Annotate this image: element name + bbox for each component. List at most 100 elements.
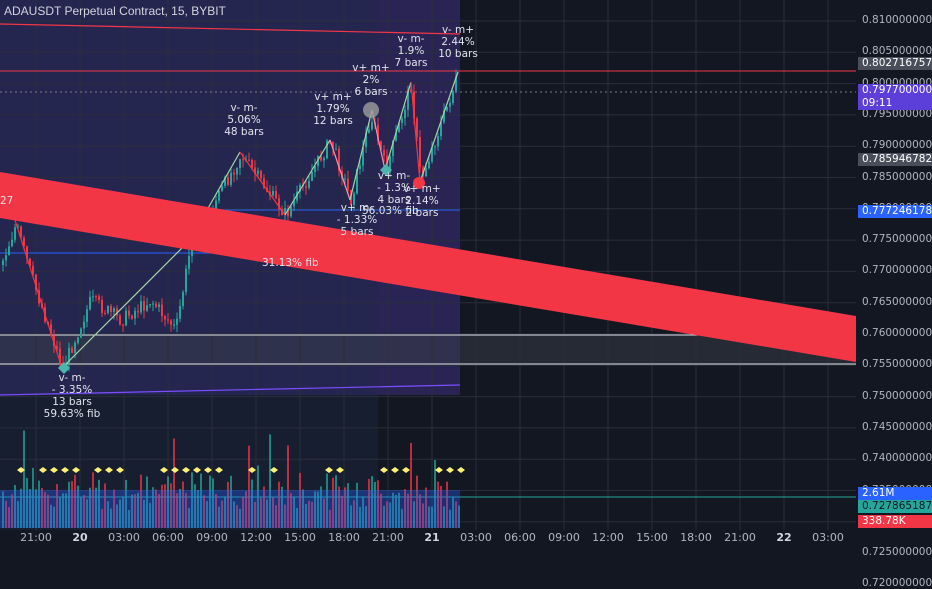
volume-bar: [38, 480, 40, 528]
candle-body: [380, 141, 382, 150]
volume-bar: [86, 499, 88, 528]
candle-body: [440, 122, 442, 137]
candle-body: [455, 76, 457, 91]
candle-body: [32, 265, 34, 275]
zigzag-line: [349, 109, 373, 201]
candle-body: [176, 318, 178, 325]
volume-bar: [143, 499, 145, 528]
volume-bar: [287, 445, 289, 528]
volume-bar: [146, 476, 148, 528]
candle-body: [119, 315, 121, 325]
volume-bar: [62, 493, 64, 528]
candle-body: [26, 246, 28, 259]
swing-label-low-2: v+ m- - 1.33% 5 bars: [336, 202, 378, 238]
volume-bar: [389, 502, 391, 528]
price-axis-label: 0.8100000000: [862, 14, 932, 26]
volume-bar: [92, 472, 94, 528]
volume-bar: [419, 494, 421, 528]
candle-body: [311, 171, 313, 181]
candle-body: [326, 140, 328, 159]
volume-bar: [119, 499, 121, 528]
volume-bar: [290, 493, 292, 528]
signal-diamond: [171, 467, 179, 473]
candle-body: [392, 140, 394, 156]
swing-label-high-3: v+ m+ 2% 6 bars: [352, 62, 390, 98]
volume-bar: [359, 506, 361, 528]
candle-body: [71, 347, 73, 353]
candle-body: [419, 137, 421, 168]
candle-body: [236, 168, 238, 175]
volume-bar: [71, 480, 73, 528]
volume-bar: [296, 508, 298, 528]
volume-bar: [53, 506, 55, 528]
candle-body: [359, 165, 361, 169]
time-axis-label: 12:00: [240, 531, 272, 544]
volume-bar: [428, 506, 430, 528]
candle-body: [233, 172, 235, 175]
volume-bar: [248, 445, 250, 528]
volume-bar: [329, 509, 331, 528]
price-axis-label: 0.7500000000: [862, 389, 932, 402]
price-axis-label: 0.7900000000: [862, 139, 932, 152]
volume-bar: [356, 482, 358, 528]
volume-bar: [47, 494, 49, 528]
candle-body: [437, 136, 439, 147]
candle-body: [275, 191, 277, 199]
volume-bar: [281, 486, 283, 528]
swing-low-marker: [58, 362, 70, 374]
volume-bar: [458, 505, 460, 528]
volume-bar: [257, 465, 259, 528]
price-chart[interactable]: [0, 0, 932, 550]
candle-body: [320, 155, 322, 161]
signal-diamond: [160, 467, 168, 473]
candle-body: [251, 160, 253, 168]
volume-bar: [56, 484, 58, 528]
volume-bar: [230, 475, 232, 528]
candle-body: [332, 141, 334, 149]
price-axis-label: 0.7650000000: [862, 295, 932, 308]
candle-body: [305, 186, 307, 188]
price-axis-label: 0.7850000000: [862, 170, 932, 183]
zigzag-line: [329, 139, 351, 201]
volume-bar: [122, 496, 124, 528]
candle-body: [113, 308, 115, 312]
candle-body: [362, 146, 364, 166]
candle-body: [242, 159, 244, 161]
volume-bar: [395, 494, 397, 528]
candle-body: [143, 301, 145, 311]
volume-bar: [20, 488, 22, 528]
volume-bar: [443, 506, 445, 528]
volume-bar: [8, 507, 10, 528]
candle-body: [53, 335, 55, 347]
volume-bar: [209, 475, 211, 528]
candle-body: [23, 237, 25, 247]
volume-bar: [365, 506, 367, 528]
time-axis-label: 09:00: [196, 531, 228, 544]
candle-body: [50, 324, 52, 336]
volume-bar: [410, 442, 412, 528]
volume-bar: [311, 501, 313, 528]
time-axis-label: 06:00: [152, 531, 184, 544]
volume-bar: [254, 502, 256, 528]
volume-bar: [104, 483, 106, 528]
candle-body: [407, 89, 409, 110]
candle-body: [335, 148, 337, 150]
swing-label-high-5: v- m+ 2.44% 10 bars: [438, 24, 478, 60]
candle-body: [356, 168, 358, 194]
candle-body: [308, 180, 310, 188]
volume-bar: [344, 487, 346, 528]
fib-label-lower: 31.13% fib: [262, 257, 319, 269]
volume-bar: [278, 481, 280, 528]
candle-body: [215, 200, 217, 210]
volume-bar: [308, 500, 310, 528]
candle-body: [191, 249, 193, 256]
swing-label-high-1: v- m- 5.06% 48 bars: [224, 102, 264, 138]
swing-label-high-4: v- m- 1.9% 7 bars: [394, 33, 428, 69]
candle-body: [95, 296, 97, 298]
candle-body: [431, 147, 433, 162]
candle-body: [128, 310, 130, 316]
candle-body: [338, 148, 340, 171]
candle-body: [425, 168, 427, 177]
candle-body: [17, 226, 19, 228]
candle-body: [98, 296, 100, 301]
